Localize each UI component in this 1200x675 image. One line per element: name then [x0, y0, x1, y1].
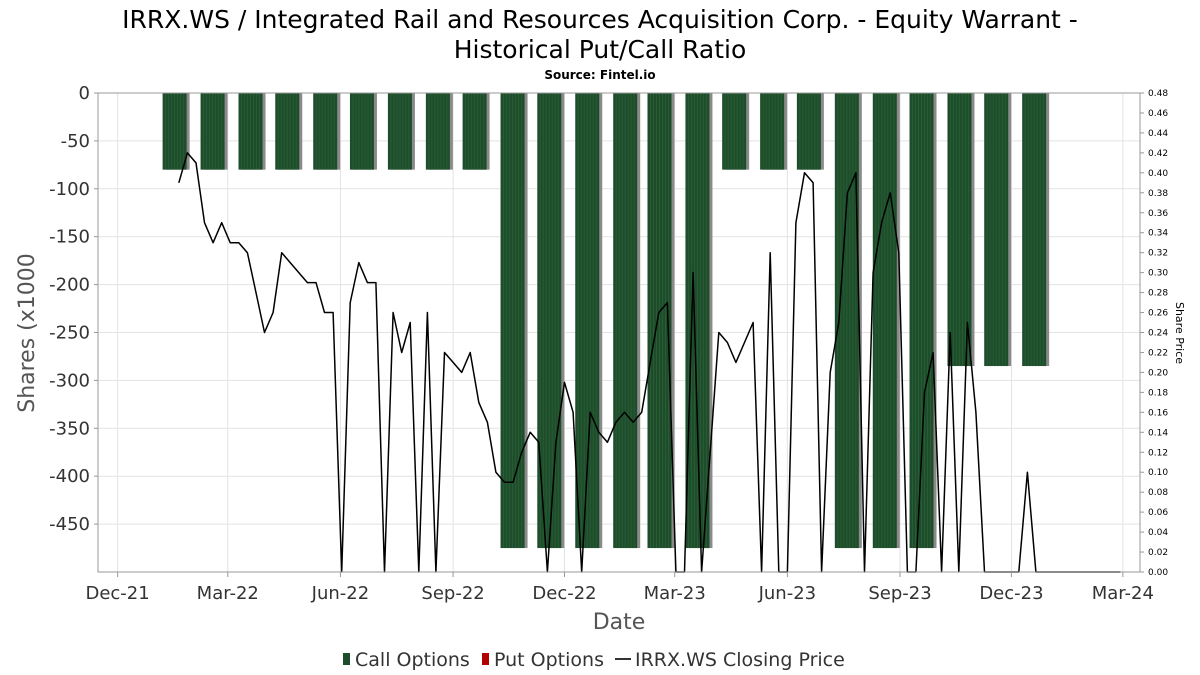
y-tick-label: -250 [49, 323, 90, 344]
x-tick-label: Mar-23 [644, 583, 706, 604]
x-tick-label: Jun-22 [311, 583, 370, 604]
y2-tick-label: 0.08 [1148, 488, 1168, 498]
call-options-bar [313, 93, 341, 170]
y-tick-label: -350 [49, 418, 90, 439]
legend-closing-price-label: IRRX.WS Closing Price [635, 649, 845, 671]
call-options-bar [500, 93, 528, 549]
legend-put-options-label: Put Options [494, 649, 604, 671]
y2-tick-label: 0.18 [1148, 388, 1168, 398]
y-axis-ticks: 0 -50 -100 -150 -200 -250 -300 -350 -400 -450 [49, 83, 98, 535]
y2-tick-label: 0.36 [1148, 209, 1168, 219]
call-options-bar [647, 93, 675, 549]
y2-tick-label: 0.28 [1148, 289, 1168, 299]
call-options-bars [162, 93, 1050, 549]
call-options-bar [462, 93, 490, 170]
y2-tick-label: 0.32 [1148, 249, 1168, 259]
y2-tick-label: 0.02 [1148, 548, 1168, 558]
y-tick-label: -400 [49, 466, 90, 487]
x-tick-label: Jun-23 [758, 583, 817, 604]
y2-axis-label: Share Price [1173, 302, 1186, 364]
y2-tick-label: 0.24 [1148, 329, 1168, 339]
x-axis-label: Date [593, 610, 646, 635]
call-options-bar [760, 93, 788, 170]
x-tick-label: Mar-24 [1092, 583, 1154, 604]
y2-tick-label: 0.26 [1148, 309, 1168, 319]
call-options-bar [425, 93, 453, 170]
call-options-bar [872, 93, 900, 549]
y2-tick-label: 0.12 [1148, 448, 1168, 458]
legend-call-options-label: Call Options [355, 649, 470, 671]
call-options-bar [238, 93, 266, 170]
y-tick-label: 0 [79, 83, 90, 104]
y2-tick-label: 0.48 [1148, 89, 1168, 99]
y-tick-label: -200 [49, 275, 90, 296]
call-options-bar [796, 93, 824, 170]
x-tick-label: Sep-22 [421, 583, 484, 604]
legend-call-options-marker [343, 653, 350, 665]
call-options-bar [984, 93, 1012, 367]
y2-tick-label: 0.06 [1148, 508, 1168, 518]
y-tick-label: -50 [61, 131, 90, 152]
call-options-bar [275, 93, 303, 170]
y2-tick-label: 0.14 [1148, 428, 1168, 438]
call-options-bar [834, 93, 862, 549]
y2-tick-label: 0.34 [1148, 229, 1168, 239]
y-tick-label: -150 [49, 227, 90, 248]
x-tick-label: Dec-22 [532, 583, 596, 604]
call-options-bar [387, 93, 415, 170]
call-options-bar [722, 93, 750, 170]
y2-tick-label: 0.38 [1148, 189, 1168, 199]
x-tick-label: Dec-23 [979, 583, 1043, 604]
y2-tick-label: 0.42 [1148, 149, 1168, 159]
y2-tick-label: 0.40 [1148, 169, 1168, 179]
call-options-bar [200, 93, 228, 170]
legend-put-options-marker [482, 653, 489, 665]
y2-tick-label: 0.46 [1148, 109, 1168, 119]
closing-price-series-line [178, 152, 1121, 573]
y2-tick-label: 0.10 [1148, 468, 1168, 478]
chart-title-line1: IRRX.WS / Integrated Rail and Resources … [122, 5, 1078, 34]
closing-price-line [178, 152, 1121, 573]
y2-tick-label: 0.00 [1148, 568, 1168, 578]
chart-subtitle: Source: Fintel.io [544, 68, 655, 82]
y2-tick-label: 0.16 [1148, 408, 1168, 418]
call-options-bar [1022, 93, 1050, 367]
y2-tick-label: 0.30 [1148, 269, 1168, 279]
call-options-bar [575, 93, 603, 549]
y2-tick-label: 0.04 [1148, 528, 1168, 538]
legend: Call Options Put Options IRRX.WS Closing… [343, 649, 845, 671]
y2-tick-label: 0.20 [1148, 368, 1168, 378]
y2-tick-label: 0.22 [1148, 348, 1168, 358]
x-tick-label: Dec-21 [85, 583, 149, 604]
y-tick-label: -100 [49, 179, 90, 200]
y-axis-label: Shares (x1000 [15, 253, 40, 413]
y-tick-label: -450 [49, 514, 90, 535]
call-options-bar [349, 93, 377, 170]
call-options-bar [909, 93, 937, 549]
call-options-bar [947, 93, 975, 367]
y2-axis-ticks: 0.48 0.46 0.44 0.42 0.40 0.38 0.36 0.34 0.32 0.30… [1140, 89, 1168, 578]
y-tick-label: -300 [49, 370, 90, 391]
y2-tick-label: 0.44 [1148, 129, 1168, 139]
x-tick-label: Mar-22 [197, 583, 259, 604]
call-options-bar [613, 93, 641, 549]
x-axis-ticks: Dec-21 Mar-22 Jun-22 Sep-22 Dec-22 Mar-23 Jun-… [85, 572, 1154, 604]
x-tick-label: Sep-23 [868, 583, 931, 604]
chart-title-line2: Historical Put/Call Ratio [454, 35, 747, 64]
